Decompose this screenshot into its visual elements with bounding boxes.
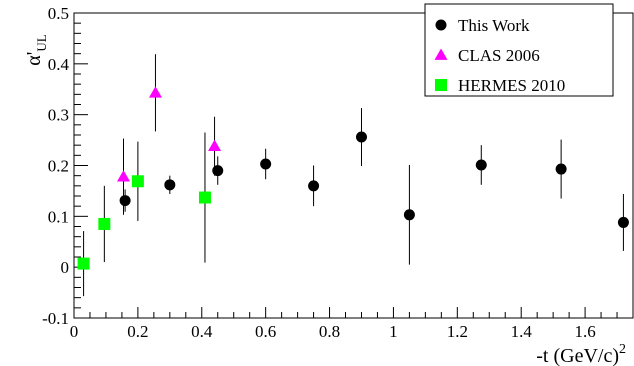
y-axis-ticks: -0.1 0 0.1 0.2 0.3 0.4 0.5 xyxy=(42,4,88,328)
y-tick-label: 0.5 xyxy=(48,4,69,23)
data-point-circle xyxy=(308,180,320,192)
x-tick-label: 1 xyxy=(389,322,398,341)
y-axis-title: α'UL xyxy=(23,34,49,65)
data-point-square xyxy=(131,175,144,188)
data-point-square xyxy=(198,191,211,204)
y-tick-label: -0.1 xyxy=(42,309,69,328)
x-tick-label: 0.8 xyxy=(319,322,340,341)
legend-label: HERMES 2010 xyxy=(458,76,565,95)
x-tick-label: 0.6 xyxy=(255,322,276,341)
data-point-circle xyxy=(617,216,629,228)
legend-marker-circle xyxy=(435,19,447,31)
data-point-triangle xyxy=(148,86,162,98)
data-point-triangle xyxy=(208,139,222,152)
data-point-circle xyxy=(355,131,367,143)
y-tick-label: 0 xyxy=(61,258,70,277)
legend-marker-square xyxy=(435,79,447,91)
legend: This Work CLAS 2006 HERMES 2010 xyxy=(424,3,614,97)
data-point-circle xyxy=(403,209,415,221)
data-point-circle xyxy=(475,159,487,171)
x-axis-title: -t (GeV/c)2 xyxy=(536,342,626,366)
legend-label: CLAS 2006 xyxy=(458,46,540,65)
data-point-square xyxy=(77,257,90,270)
x-tick-label: 1.6 xyxy=(574,322,595,341)
y-tick-label: 0.4 xyxy=(48,55,70,74)
legend-label: This Work xyxy=(458,16,530,35)
legend-box xyxy=(424,3,614,97)
data-point-triangle xyxy=(117,170,131,182)
legend-marker-triangle xyxy=(434,48,448,60)
data-markers xyxy=(77,86,629,270)
y-tick-label: 0.1 xyxy=(48,207,69,226)
x-tick-label: 0.2 xyxy=(127,322,148,341)
x-tick-label: 1.2 xyxy=(447,322,468,341)
data-point-circle xyxy=(119,195,131,207)
x-tick-label: 0.4 xyxy=(191,322,213,341)
x-axis-ticks: 0 0.2 0.4 0.6 0.8 1 1.2 1.4 1.6 xyxy=(70,307,634,341)
data-point-square xyxy=(98,217,111,230)
x-tick-label: 1.4 xyxy=(511,322,533,341)
data-point-circle xyxy=(212,165,224,177)
y-tick-label: 0.3 xyxy=(48,106,69,125)
y-tick-label: 0.2 xyxy=(48,157,69,176)
data-point-circle xyxy=(164,179,176,191)
x-tick-label: 0 xyxy=(70,322,79,341)
data-point-circle xyxy=(260,158,272,170)
data-point-circle xyxy=(555,163,567,175)
